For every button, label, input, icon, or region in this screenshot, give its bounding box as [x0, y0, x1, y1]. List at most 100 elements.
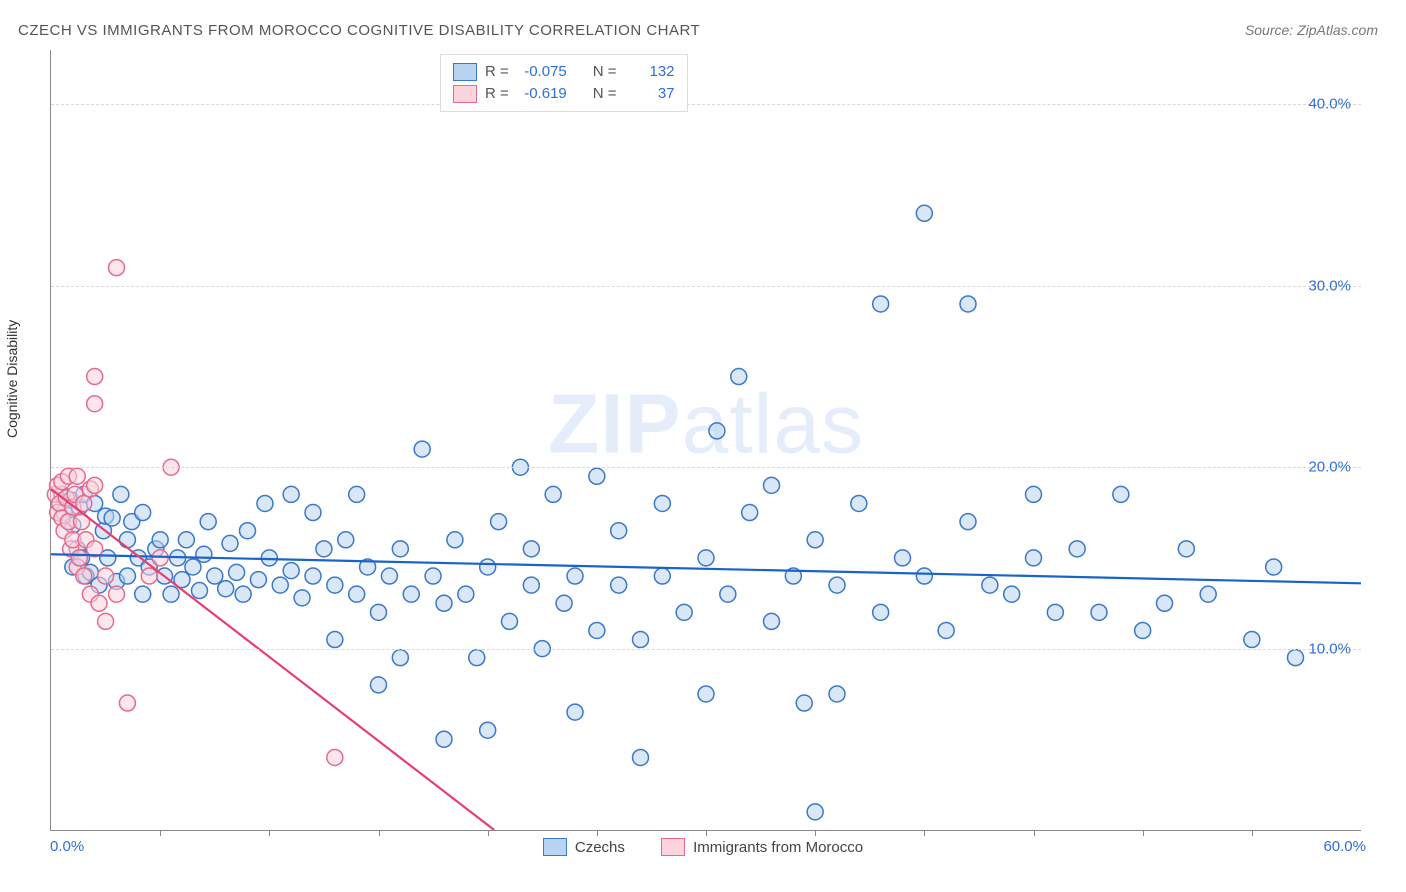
data-point	[1113, 486, 1129, 502]
data-point	[960, 296, 976, 312]
data-point	[851, 495, 867, 511]
data-point	[1244, 632, 1260, 648]
data-point	[371, 604, 387, 620]
data-point	[305, 568, 321, 584]
data-point	[98, 568, 114, 584]
data-point	[327, 577, 343, 593]
data-point	[327, 749, 343, 765]
data-point	[829, 577, 845, 593]
data-point	[1135, 622, 1151, 638]
data-point	[807, 532, 823, 548]
data-point	[294, 590, 310, 606]
data-point	[76, 568, 92, 584]
swatch-blue-icon	[543, 838, 567, 856]
data-point	[316, 541, 332, 557]
x-tick	[1143, 830, 1144, 836]
data-point	[135, 505, 151, 521]
n-label: N =	[593, 83, 617, 105]
swatch-pink-icon	[661, 838, 685, 856]
data-point	[305, 505, 321, 521]
data-point	[709, 423, 725, 439]
data-point	[349, 586, 365, 602]
data-point	[654, 495, 670, 511]
data-point	[87, 477, 103, 493]
y-tick-label: 30.0%	[1308, 277, 1351, 294]
source-label: Source: ZipAtlas.com	[1245, 22, 1378, 38]
data-point	[720, 586, 736, 602]
data-point	[589, 622, 605, 638]
data-point	[425, 568, 441, 584]
data-point	[109, 260, 125, 276]
series-legend: Czechs Immigrants from Morocco	[0, 838, 1406, 860]
data-point	[257, 495, 273, 511]
data-point	[1266, 559, 1282, 575]
data-point	[938, 622, 954, 638]
data-point	[414, 441, 430, 457]
data-point	[250, 572, 266, 588]
data-point	[163, 586, 179, 602]
gridline	[51, 286, 1361, 287]
data-point	[960, 514, 976, 530]
data-point	[796, 695, 812, 711]
n-value: 37	[625, 83, 675, 105]
legend-label: Immigrants from Morocco	[693, 839, 863, 856]
stats-row-czechs: R = -0.075 N = 132	[453, 61, 675, 83]
data-point	[403, 586, 419, 602]
data-point	[633, 632, 649, 648]
data-point	[283, 486, 299, 502]
data-point	[807, 804, 823, 820]
data-point	[1157, 595, 1173, 611]
data-point	[523, 577, 539, 593]
data-point	[119, 532, 135, 548]
data-point	[742, 505, 758, 521]
plot-area: ZIPatlas 10.0%20.0%30.0%40.0%	[50, 50, 1361, 831]
data-point	[141, 568, 157, 584]
data-point	[1069, 541, 1085, 557]
legend-label: Czechs	[575, 839, 625, 856]
data-point	[119, 568, 135, 584]
data-point	[523, 541, 539, 557]
data-point	[731, 369, 747, 385]
data-point	[109, 586, 125, 602]
data-point	[218, 581, 234, 597]
data-point	[469, 650, 485, 666]
r-value: -0.619	[517, 83, 567, 105]
data-point	[338, 532, 354, 548]
x-tick	[1034, 830, 1035, 836]
stats-row-morocco: R = -0.619 N = 37	[453, 83, 675, 105]
data-point	[545, 486, 561, 502]
data-point	[1026, 550, 1042, 566]
data-point	[152, 532, 168, 548]
data-point	[1200, 586, 1216, 602]
data-point	[1091, 604, 1107, 620]
data-point	[611, 577, 627, 593]
data-point	[1047, 604, 1063, 620]
data-point	[327, 632, 343, 648]
gridline	[51, 467, 1361, 468]
n-value: 132	[625, 61, 675, 83]
y-axis-title: Cognitive Disability	[4, 320, 20, 438]
data-point	[764, 613, 780, 629]
data-point	[447, 532, 463, 548]
data-point	[480, 722, 496, 738]
x-tick	[269, 830, 270, 836]
swatch-blue-icon	[453, 63, 477, 81]
data-point	[98, 613, 114, 629]
data-point	[71, 550, 87, 566]
x-tick	[815, 830, 816, 836]
x-tick	[160, 830, 161, 836]
data-point	[207, 568, 223, 584]
data-point	[589, 468, 605, 484]
data-point	[567, 568, 583, 584]
data-point	[1288, 650, 1304, 666]
y-tick-label: 20.0%	[1308, 459, 1351, 476]
data-point	[698, 686, 714, 702]
data-point	[349, 486, 365, 502]
data-point	[982, 577, 998, 593]
data-point	[567, 704, 583, 720]
gridline	[51, 649, 1361, 650]
x-tick	[379, 830, 380, 836]
swatch-pink-icon	[453, 85, 477, 103]
trend-line	[51, 489, 494, 830]
data-point	[676, 604, 692, 620]
